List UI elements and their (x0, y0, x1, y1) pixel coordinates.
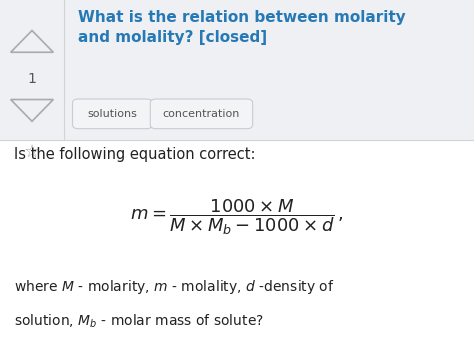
Bar (0, 0, 474, 140)
Text: concentration: concentration (163, 109, 240, 119)
Bar (0, 140, 474, 345)
Text: Is the following equation correct:: Is the following equation correct: (14, 147, 255, 161)
Text: where $M$ - molarity, $m$ - molality, $d$ -density of: where $M$ - molarity, $m$ - molality, $d… (14, 278, 335, 296)
Text: $m = \dfrac{1000 \times M}{M \times M_b - 1000 \times d}\,,$: $m = \dfrac{1000 \times M}{M \times M_b … (130, 198, 344, 237)
FancyBboxPatch shape (73, 99, 152, 129)
Text: solution, $M_b$ - molar mass of solute?: solution, $M_b$ - molar mass of solute? (14, 312, 264, 329)
Text: ☆: ☆ (24, 143, 40, 161)
Text: What is the relation between molarity
and molality? [closed]: What is the relation between molarity an… (78, 10, 406, 45)
FancyBboxPatch shape (150, 99, 253, 129)
Text: solutions: solutions (87, 109, 137, 119)
Text: 1: 1 (27, 72, 36, 86)
